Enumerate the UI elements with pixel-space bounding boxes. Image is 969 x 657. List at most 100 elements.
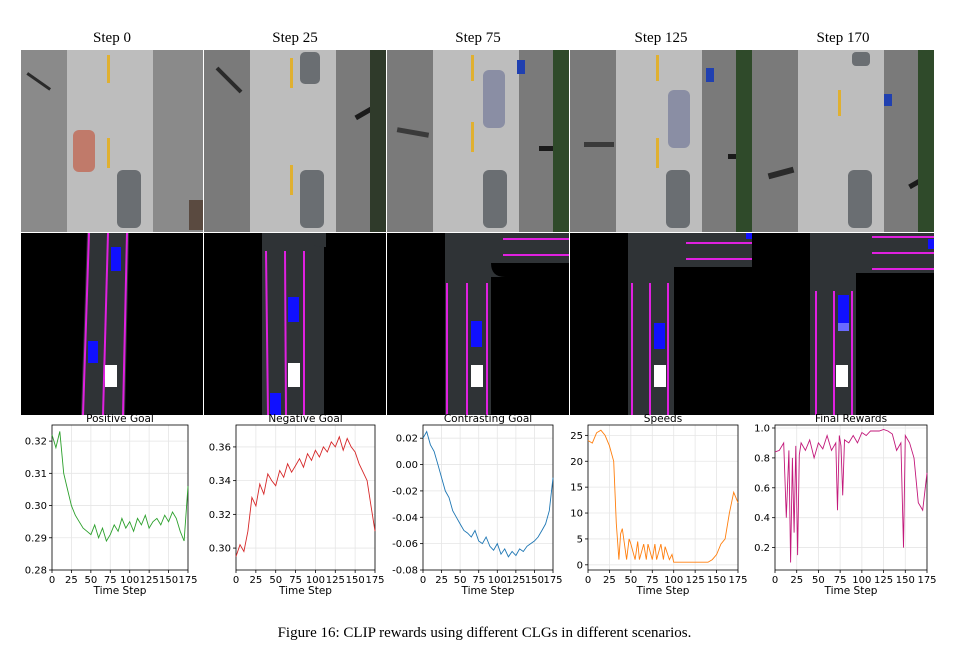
chart-2-y-tick-label: 0.34	[209, 476, 231, 487]
chart-2-x-tick-label: 125	[326, 575, 345, 586]
chart-3-x-tick-label: 150	[525, 575, 544, 586]
chart-1-x-tick-label: 75	[104, 575, 117, 586]
chart-4-frame	[587, 424, 739, 571]
chart-3-title: Contrasting Goal	[444, 413, 532, 425]
chart-5-x-tick-label: 75	[834, 575, 847, 586]
chart-4-x-tick-label: 50	[624, 575, 637, 586]
chart-4-y-tick-label: 10	[570, 509, 583, 520]
chart-3-x-tick-label: 100	[488, 575, 507, 586]
chart-5-x-axis-label: Time Step	[824, 585, 878, 597]
chart-5-x-tick-label: 0	[772, 575, 778, 586]
chart-4-x-tick-label: 125	[686, 575, 705, 586]
column-title-step-170: Step 170	[816, 30, 870, 46]
chart-4-y-tick-label: 0	[577, 560, 583, 571]
chart-5-series-line	[774, 429, 928, 563]
birdseye-view-step-75	[387, 233, 569, 415]
camera-view-step-0	[21, 50, 203, 232]
chart-1-y-tick-label: 0.31	[25, 469, 47, 480]
chart-3-y-tick-label: -0.04	[392, 513, 418, 524]
chart-4-x-tick-label: 0	[585, 575, 591, 586]
camera-view-step-125	[570, 50, 752, 232]
chart-1-y-tick-label: 0.30	[25, 501, 47, 512]
chart-1-y-tick-label: 0.29	[25, 533, 47, 544]
chart-4-x-tick-label: 25	[603, 575, 616, 586]
chart-2-y-tick-label: 0.32	[209, 510, 231, 521]
chart-5-x-tick-label: 150	[896, 575, 915, 586]
chart-1-x-tick-label: 25	[65, 575, 78, 586]
chart-3-x-tick-label: 50	[454, 575, 467, 586]
chart-4-x-tick-label: 100	[664, 575, 683, 586]
chart-2-title: Negative Goal	[268, 413, 342, 425]
chart-1-x-tick-label: 125	[140, 575, 159, 586]
chart-3-x-tick-label: 175	[543, 575, 562, 586]
camera-view-step-75	[387, 50, 569, 232]
chart-3-x-tick-label: 0	[420, 575, 426, 586]
chart-2-series-line	[235, 435, 376, 557]
chart-5-x-tick-label: 125	[874, 575, 893, 586]
chart-2-x-tick-label: 0	[233, 575, 239, 586]
birdseye-view-step-25	[204, 233, 386, 415]
chart-3-y-tick-label: 0.00	[396, 460, 418, 471]
chart-1-x-tick-label: 175	[178, 575, 197, 586]
column-title-step-75: Step 75	[455, 30, 501, 46]
chart-2-x-tick-label: 100	[306, 575, 325, 586]
column-title-step-125: Step 125	[634, 30, 688, 46]
chart-5-x-tick-label: 100	[852, 575, 871, 586]
chart-5-x-tick-label: 25	[790, 575, 803, 586]
chart-2-x-tick-label: 175	[365, 575, 384, 586]
chart-3-x-axis-label: Time Step	[461, 585, 515, 597]
birdseye-view-step-170	[752, 233, 934, 415]
figure-caption: Figure 16: CLIP rewards using different …	[277, 625, 692, 641]
chart-3-series-line	[422, 430, 554, 558]
chart-2-y-tick-label: 0.36	[209, 442, 231, 453]
chart-2-x-tick-label: 75	[289, 575, 302, 586]
chart-4-x-tick-label: 75	[646, 575, 659, 586]
chart-4-title: Speeds	[644, 413, 682, 425]
chart-5-y-tick-label: 0.8	[754, 453, 770, 464]
chart-2-x-tick-label: 25	[249, 575, 262, 586]
column-title-step-0: Step 0	[93, 30, 131, 46]
camera-view-step-25	[204, 50, 386, 232]
chart-4-x-tick-label: 175	[728, 575, 747, 586]
chart-3-x-tick-label: 125	[506, 575, 525, 586]
chart-1-frame	[51, 424, 189, 571]
chart-2-y-tick-label: 0.30	[209, 544, 231, 555]
chart-5-frame	[774, 424, 928, 571]
chart-3-y-tick-label: -0.06	[392, 539, 418, 550]
birdseye-view-step-125	[570, 233, 752, 415]
column-title-step-25: Step 25	[272, 30, 318, 46]
chart-4-series-line	[587, 429, 739, 563]
chart-1-series-line	[51, 431, 189, 543]
chart-4-y-tick-label: 25	[570, 431, 583, 442]
chart-4-y-tick-label: 5	[577, 534, 583, 545]
chart-3-x-tick-label: 75	[472, 575, 485, 586]
chart-5-y-tick-label: 0.6	[754, 483, 770, 494]
chart-2-x-axis-label: Time Step	[278, 585, 332, 597]
chart-1-x-axis-label: Time Step	[93, 585, 147, 597]
chart-5-x-tick-label: 50	[812, 575, 825, 586]
chart-5-y-tick-label: 0.4	[754, 513, 770, 524]
chart-3-x-tick-label: 25	[435, 575, 448, 586]
chart-5-x-tick-label: 175	[917, 575, 936, 586]
chart-3-y-tick-label: -0.02	[392, 486, 418, 497]
chart-3-y-tick-label: -0.08	[392, 566, 418, 577]
chart-4-x-tick-label: 150	[707, 575, 726, 586]
chart-1-y-tick-label: 0.32	[25, 437, 47, 448]
chart-1-x-tick-label: 0	[49, 575, 55, 586]
chart-3-frame	[422, 424, 554, 571]
chart-1-x-tick-label: 100	[120, 575, 139, 586]
chart-1-x-tick-label: 50	[84, 575, 97, 586]
chart-2-x-tick-label: 50	[269, 575, 282, 586]
birdseye-view-step-0	[21, 233, 203, 415]
chart-1-x-tick-label: 150	[159, 575, 178, 586]
chart-5-title: Final Rewards	[815, 413, 887, 425]
chart-2-x-tick-label: 150	[346, 575, 365, 586]
chart-5-y-tick-label: 1.0	[754, 423, 770, 434]
chart-3-y-tick-label: 0.02	[396, 434, 418, 445]
chart-4-y-tick-label: 15	[570, 483, 583, 494]
chart-1-title: Positive Goal	[86, 413, 154, 425]
chart-2-frame	[235, 424, 376, 571]
camera-view-step-170	[752, 50, 934, 232]
chart-5-y-tick-label: 0.2	[754, 543, 770, 554]
